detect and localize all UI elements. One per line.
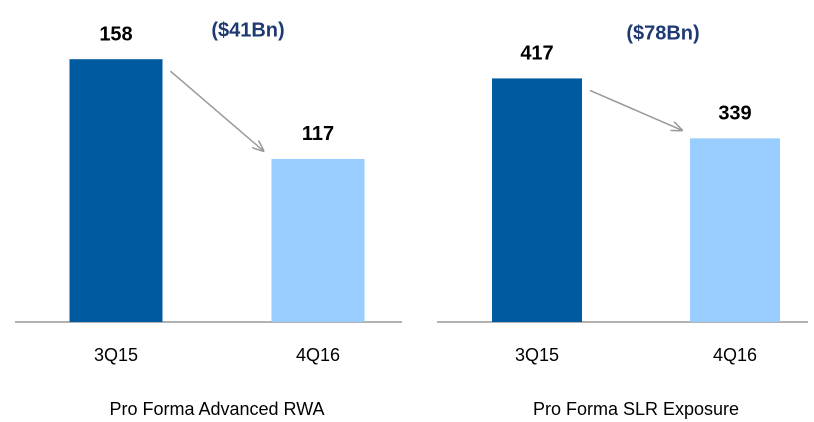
bar bbox=[492, 78, 582, 323]
arrow bbox=[589, 89, 682, 130]
arrow bbox=[170, 70, 264, 151]
x-tick-label: 3Q15 bbox=[94, 345, 138, 365]
bar bbox=[271, 158, 365, 322]
x-tick-label: 4Q16 bbox=[713, 345, 757, 365]
chart-title: Pro Forma Advanced RWA bbox=[109, 399, 324, 419]
value-label: 417 bbox=[520, 43, 553, 65]
x-tick-label: 4Q16 bbox=[296, 345, 340, 365]
value-label: 158 bbox=[99, 23, 132, 45]
value-label: 339 bbox=[718, 103, 751, 125]
bar bbox=[69, 59, 163, 322]
annotation: ($41Bn) bbox=[211, 19, 284, 41]
x-tick-label: 3Q15 bbox=[515, 345, 559, 365]
bar bbox=[690, 138, 780, 322]
annotation: ($78Bn) bbox=[626, 22, 699, 44]
value-label: 117 bbox=[302, 123, 334, 145]
chart-title: Pro Forma SLR Exposure bbox=[533, 399, 739, 419]
